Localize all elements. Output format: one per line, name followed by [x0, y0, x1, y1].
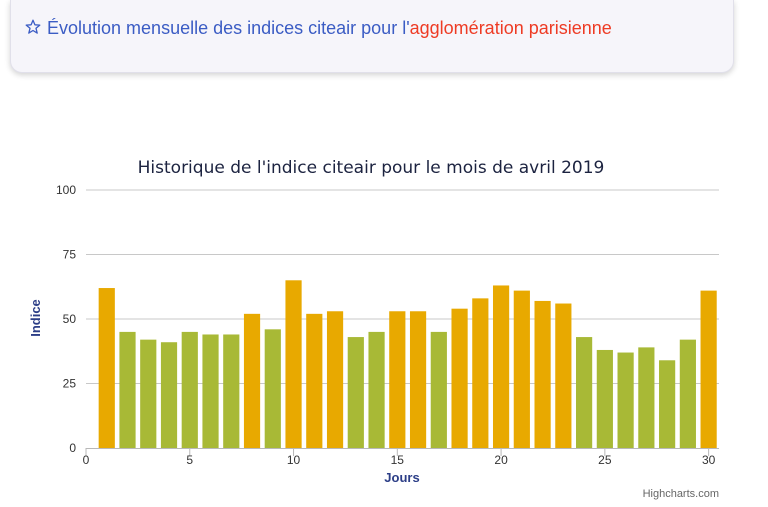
bar[interactable]	[617, 352, 634, 448]
bar[interactable]	[596, 349, 613, 448]
bar[interactable]	[409, 311, 427, 448]
bar[interactable]	[576, 337, 593, 448]
y-tick-label: 100	[56, 183, 76, 197]
credits[interactable]: Highcharts.com	[643, 488, 719, 500]
y-tick-label: 0	[69, 441, 76, 455]
bar[interactable]	[140, 339, 157, 448]
bar[interactable]	[98, 288, 115, 448]
x-tick-label: 5	[186, 453, 193, 467]
bar[interactable]	[202, 334, 219, 448]
bar[interactable]	[451, 308, 468, 448]
x-tick-label: 0	[83, 453, 90, 467]
bar[interactable]	[679, 339, 696, 448]
bar[interactable]	[472, 298, 489, 448]
bar[interactable]	[306, 313, 323, 448]
bar[interactable]	[555, 303, 572, 448]
x-axis-title: Jours	[384, 470, 419, 485]
bar[interactable]	[513, 290, 530, 448]
x-tick-label: 30	[702, 453, 716, 467]
bar[interactable]	[264, 329, 281, 448]
bar[interactable]	[181, 331, 198, 448]
chart-title: Historique de l'indice citeair pour le m…	[138, 158, 605, 178]
y-axis-title: Indice	[28, 299, 43, 337]
y-tick-label: 50	[63, 312, 77, 326]
bar[interactable]	[285, 280, 302, 448]
x-tick-label: 25	[598, 453, 612, 467]
bars	[98, 280, 717, 448]
x-tick-label: 20	[494, 453, 508, 467]
bar[interactable]	[534, 300, 551, 448]
bar[interactable]	[389, 311, 406, 448]
bar[interactable]	[119, 331, 136, 448]
bar[interactable]	[492, 285, 510, 448]
title-highlight: agglomération parisienne	[409, 18, 612, 38]
y-axis-ticks: 0 25 50 75 100	[56, 183, 76, 455]
bar[interactable]	[659, 360, 676, 448]
bar[interactable]	[430, 331, 447, 448]
page-title: Évolution mensuelle des indices citeair …	[25, 18, 612, 39]
title-prefix: Évolution mensuelle des indices citeair …	[47, 18, 410, 38]
y-tick-label: 25	[63, 377, 77, 391]
y-tick-label: 75	[63, 248, 77, 262]
header-card: Évolution mensuelle des indices citeair …	[10, 0, 734, 73]
bar[interactable]	[243, 313, 261, 448]
x-axis: 0 5 10 15 20 25 30	[83, 448, 719, 467]
bar[interactable]	[326, 311, 344, 448]
bar[interactable]	[347, 337, 364, 448]
bar[interactable]	[368, 331, 385, 448]
bar[interactable]	[700, 290, 717, 448]
star-icon	[25, 19, 41, 34]
x-tick-label: 10	[287, 453, 301, 467]
bar[interactable]	[160, 342, 178, 448]
x-tick-label: 15	[391, 453, 405, 467]
bar[interactable]	[638, 347, 655, 448]
bar[interactable]	[223, 334, 240, 448]
